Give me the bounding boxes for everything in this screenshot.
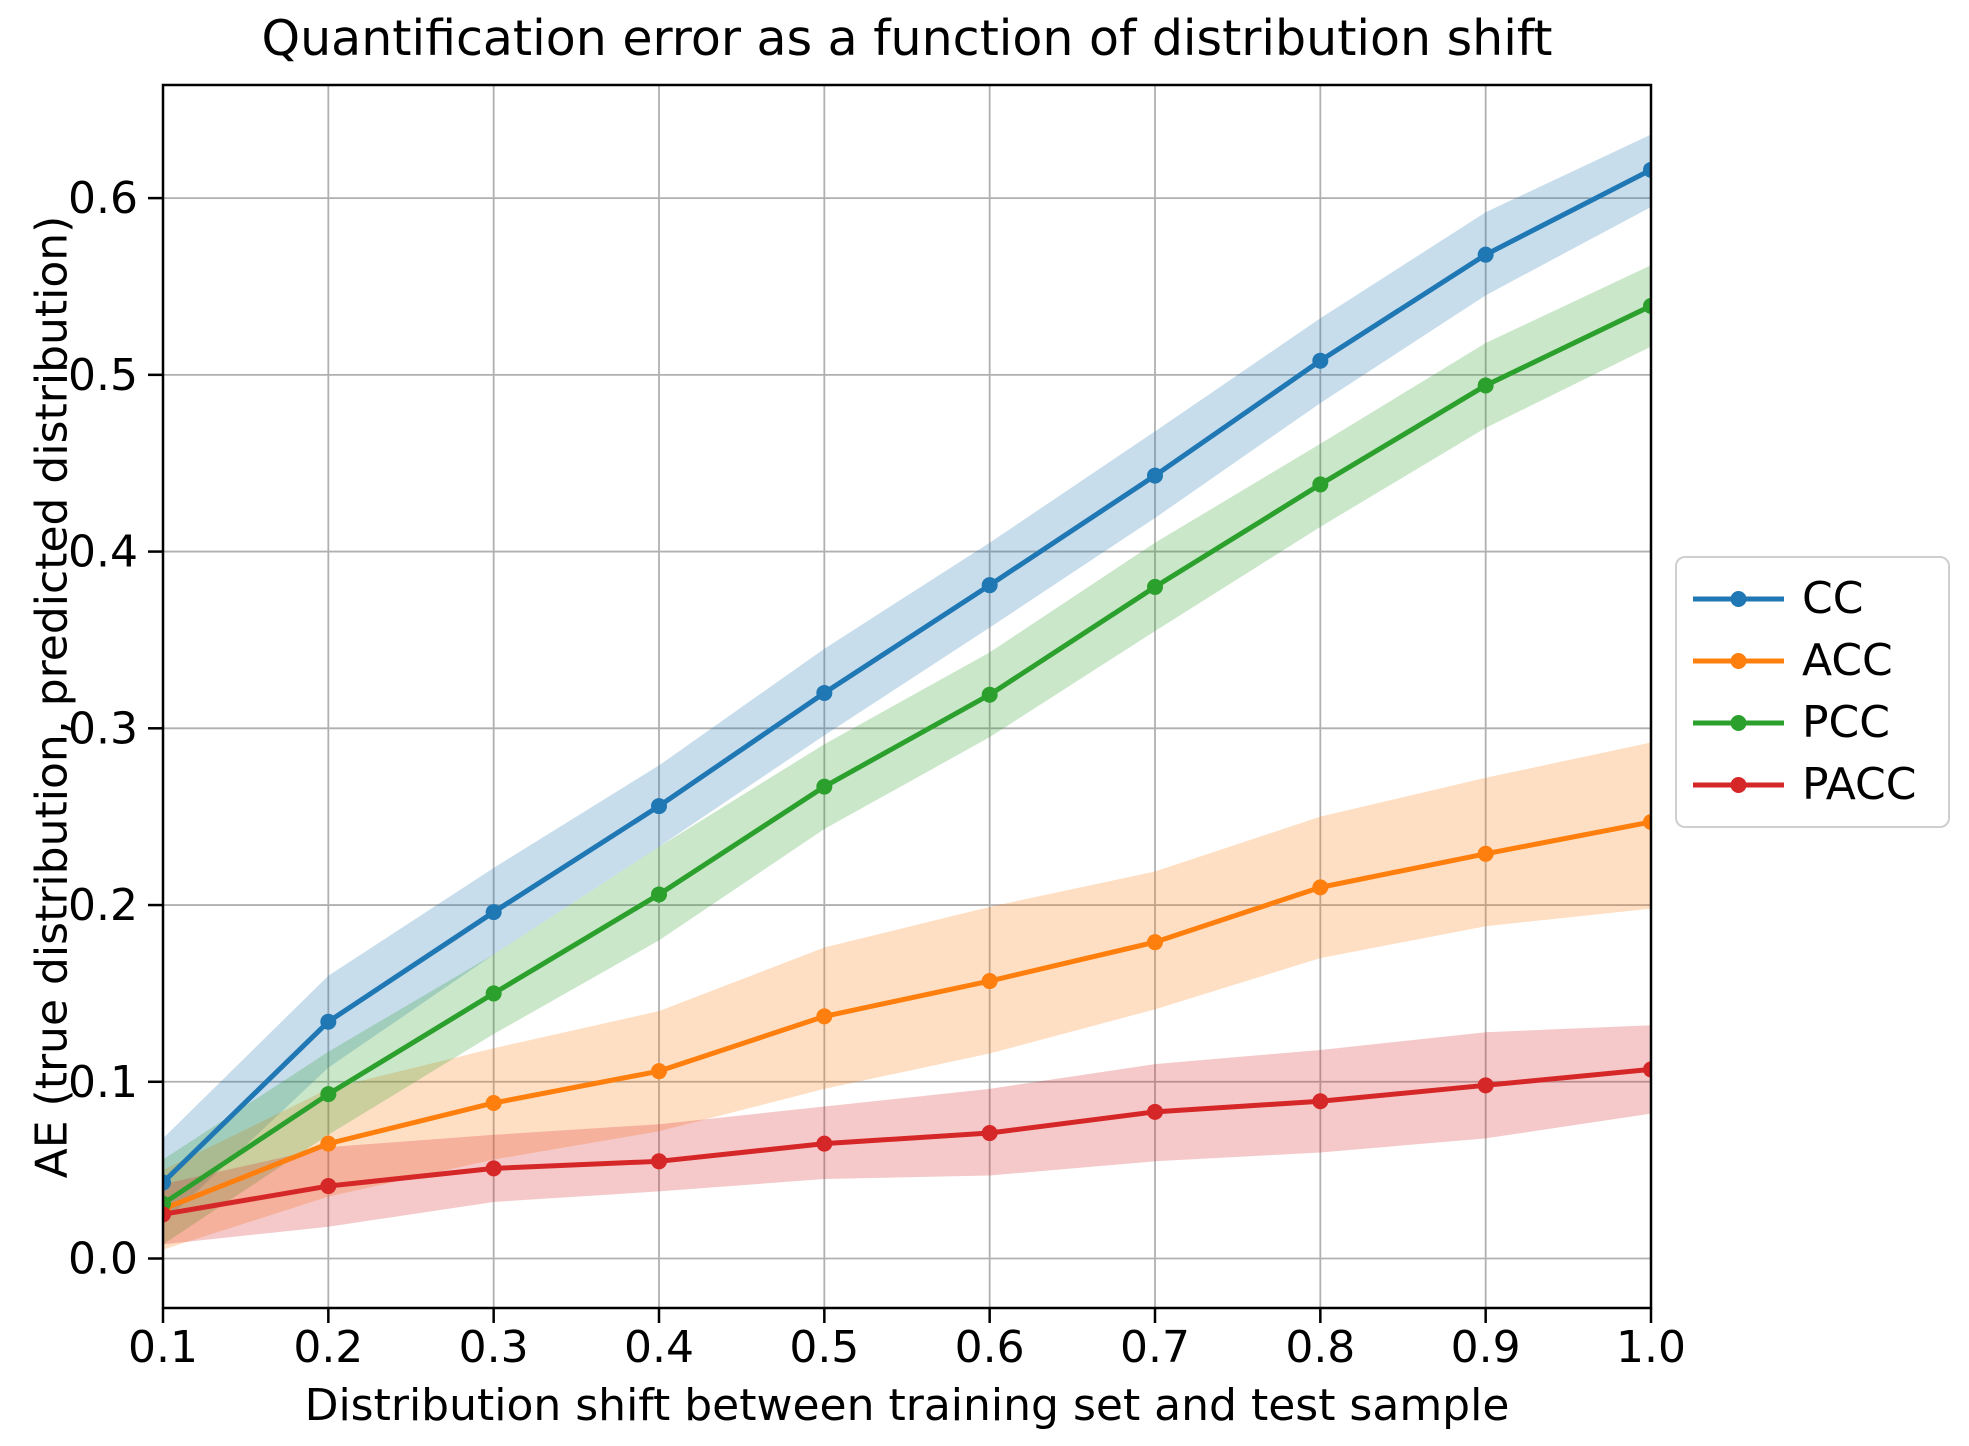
- legend-line-marker-icon: [1693, 591, 1784, 607]
- marker-pcc: [981, 686, 998, 703]
- ticks: 0.1 0.2 0.3 0.4 0.5 0.6 0.7 0.8 0.9 1.0 0.0 0.1 0.2 0…: [68, 173, 1686, 1373]
- marker-acc: [651, 1063, 667, 1080]
- legend-item-pacc: PACC: [1691, 763, 1948, 807]
- marker-pcc: [1312, 476, 1329, 493]
- marker-cc: [981, 577, 998, 594]
- marker-pacc: [163, 1206, 171, 1223]
- plot-border: [161, 83, 1653, 1310]
- series-pcc: [163, 297, 1651, 1212]
- x-tick-label: 0.8: [1285, 1322, 1355, 1373]
- marker-cc: [1312, 352, 1329, 369]
- legend-line-marker-icon: [1693, 715, 1784, 731]
- marker-acc: [320, 1135, 337, 1152]
- x-tick-label: 0.2: [293, 1322, 363, 1373]
- band-pacc: [163, 1025, 1651, 1245]
- marker-pacc: [981, 1125, 998, 1142]
- marker-acc: [485, 1094, 502, 1111]
- y-tick-label: 0.4: [68, 527, 138, 578]
- marker-pcc: [1477, 377, 1494, 394]
- legend-item-pcc: PCC: [1691, 701, 1948, 745]
- legend-item-acc: ACC: [1691, 639, 1948, 683]
- marker-acc: [1477, 845, 1494, 862]
- legend-item-cc: CC: [1691, 577, 1948, 621]
- legend-label: ACC: [1802, 635, 1893, 686]
- x-tick-label: 0.7: [1120, 1322, 1190, 1373]
- marker-cc: [485, 904, 502, 921]
- marker-cc: [320, 1013, 337, 1030]
- marker-cc: [1147, 467, 1163, 484]
- x-tick-label: 0.6: [955, 1322, 1025, 1373]
- chart-title: Quantification error as a function of di…: [261, 10, 1553, 67]
- y-tick-label: 0.6: [68, 173, 138, 224]
- marker-pacc: [1312, 1093, 1329, 1110]
- marker-acc: [816, 1008, 833, 1025]
- legend-label: PACC: [1802, 759, 1917, 810]
- marker-pacc: [1643, 1061, 1651, 1078]
- marker-cc: [1477, 246, 1494, 263]
- y-tick-label: 0.1: [68, 1057, 138, 1108]
- marker-cc: [816, 684, 833, 701]
- legend-line-marker-icon: [1693, 777, 1784, 793]
- x-tick-label: 0.4: [624, 1322, 694, 1373]
- marker-pacc: [651, 1153, 667, 1170]
- marker-pcc: [1147, 578, 1163, 595]
- marker-pacc: [320, 1178, 337, 1195]
- x-tick-label: 0.1: [128, 1322, 198, 1373]
- marker-pcc: [320, 1086, 337, 1103]
- x-tick-label: 0.9: [1451, 1322, 1521, 1373]
- line-pcc: [163, 303, 1651, 1206]
- marker-cc: [163, 1174, 171, 1191]
- marker-cc: [1643, 161, 1651, 178]
- legend: CC ACC PCC PACC: [1675, 556, 1950, 828]
- line-pacc: [163, 1066, 1651, 1217]
- band-acc: [163, 742, 1651, 1250]
- line-cc: [163, 167, 1651, 1185]
- marker-acc: [1147, 934, 1163, 951]
- series-lines: [163, 161, 1651, 1223]
- legend-line-marker-icon: [1693, 653, 1784, 669]
- series-cc: [163, 161, 1651, 1191]
- marker-pacc: [1147, 1103, 1163, 1120]
- marker-pcc: [1643, 297, 1651, 314]
- y-tick-label: 0.2: [68, 880, 138, 931]
- marker-acc: [1312, 879, 1329, 896]
- marker-acc: [981, 973, 998, 990]
- x-axis-label: Distribution shift between training set …: [304, 1380, 1510, 1431]
- band-cc: [163, 134, 1651, 1224]
- marker-acc: [1643, 813, 1651, 830]
- y-tick-label: 0.5: [68, 350, 138, 401]
- y-tick-label: 0.0: [68, 1234, 138, 1285]
- marker-pacc: [485, 1160, 502, 1177]
- x-tick-label: 0.5: [789, 1322, 859, 1373]
- y-tick-label: 0.3: [68, 703, 138, 754]
- legend-label: CC: [1802, 573, 1864, 624]
- marker-cc: [651, 798, 667, 815]
- line-acc: [163, 819, 1651, 1212]
- marker-pcc: [816, 778, 833, 795]
- y-axis-label: AE (true distribution, predicted distrib…: [26, 215, 78, 1179]
- marker-pcc: [651, 886, 667, 903]
- x-tick-label: 0.3: [459, 1322, 529, 1373]
- series-pacc: [163, 1061, 1651, 1223]
- marker-pacc: [816, 1135, 833, 1152]
- x-tick-label: 1.0: [1616, 1322, 1686, 1373]
- marker-pacc: [1477, 1077, 1494, 1094]
- marker-pcc: [485, 985, 502, 1002]
- legend-label: PCC: [1802, 697, 1890, 748]
